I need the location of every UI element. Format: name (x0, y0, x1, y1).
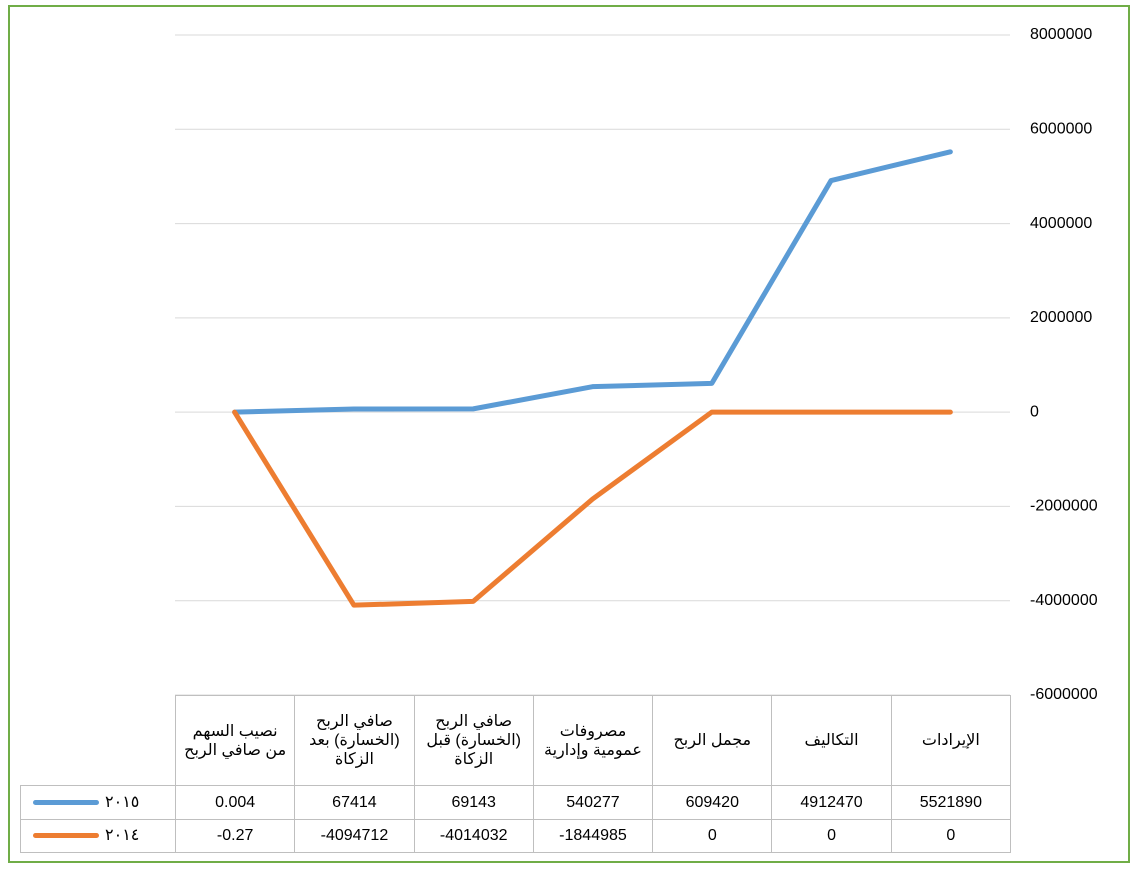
y-tick-label: 2000000 (1030, 309, 1092, 326)
table-value: -4094712 (294, 818, 415, 853)
legend-swatch (33, 833, 99, 839)
series-line (232, 149, 953, 415)
y-tick-label: 4000000 (1030, 215, 1092, 232)
chart-frame (8, 5, 1130, 863)
table-value: 0 (652, 818, 773, 853)
y-tick-label: 8000000 (1030, 26, 1092, 43)
series-line (232, 409, 953, 608)
category-label: نصيب السهم من صافي الربح (175, 695, 296, 786)
table-value: 0 (890, 818, 1011, 853)
legend-item: ٢٠١٤ (20, 818, 176, 853)
table-value: 0.004 (175, 785, 296, 820)
category-label: مجمل الربح (652, 695, 773, 786)
category-label: مصروفات عمومية وإدارية (532, 695, 654, 786)
y-tick-label: -4000000 (1030, 592, 1098, 609)
y-tick-label: -6000000 (1030, 686, 1098, 703)
y-tick-label: -2000000 (1030, 498, 1098, 515)
category-label: صافي الربح (الخسارة) بعد الزكاة (294, 695, 415, 786)
table-value: -4014032 (413, 818, 534, 853)
category-label: صافي الربح (الخسارة) قبل الزكاة (413, 695, 534, 786)
y-tick-label: 6000000 (1030, 121, 1092, 138)
table-value: 69143 (413, 785, 534, 820)
legend-swatch (33, 799, 99, 805)
y-tick-label: 0 (1030, 403, 1039, 420)
table-value: 4912470 (771, 785, 892, 820)
table-value: 67414 (294, 785, 415, 820)
table-value: -1844985 (532, 818, 654, 853)
legend-label: ٢٠١٤ (105, 827, 140, 845)
table-value: 5521890 (890, 785, 1011, 820)
legend-label: ٢٠١٥ (105, 793, 140, 811)
table-value: 609420 (652, 785, 773, 820)
table-value: 540277 (532, 785, 654, 820)
table-value: 0 (771, 818, 892, 853)
category-label: الإيرادات (890, 695, 1011, 786)
table-value: -0.27 (175, 818, 296, 853)
category-label: التكاليف (771, 695, 892, 786)
legend-item: ٢٠١٥ (20, 785, 176, 820)
